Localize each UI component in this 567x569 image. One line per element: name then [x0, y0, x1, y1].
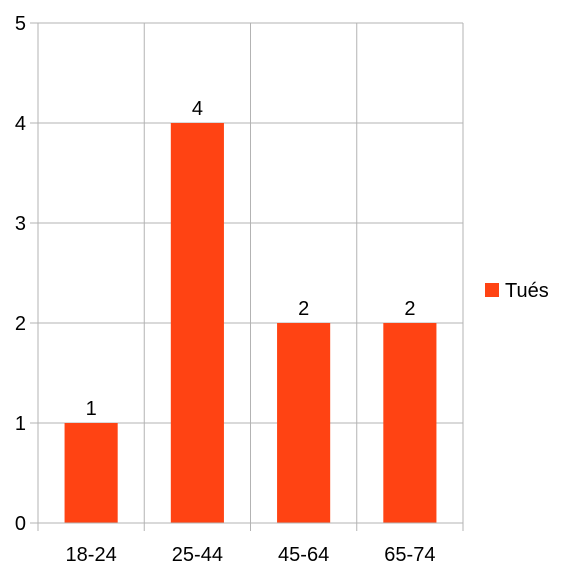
bars	[64, 123, 437, 523]
bar	[64, 423, 118, 523]
y-tick-label: 3	[15, 213, 26, 235]
y-tick-label: 5	[15, 13, 26, 35]
data-labels: 1 4 2 2	[86, 98, 416, 420]
data-label: 2	[404, 298, 415, 320]
data-label: 1	[86, 398, 97, 420]
legend: Tués	[485, 280, 549, 302]
bar	[170, 123, 224, 523]
y-tick-label: 2	[15, 313, 26, 335]
y-tick-label: 1	[15, 413, 26, 435]
x-tick-label: 25-44	[172, 544, 223, 566]
x-tick-label: 45-64	[278, 544, 329, 566]
bar	[383, 323, 437, 523]
y-tick-label: 4	[15, 113, 26, 135]
legend-label: Tués	[505, 280, 549, 302]
y-tick-labels: 0 1 2 3 4 5	[15, 13, 26, 535]
x-tick-label: 18-24	[66, 544, 117, 566]
x-tick-labels: 18-24 25-44 45-64 65-74	[66, 544, 436, 566]
data-label: 2	[298, 298, 309, 320]
legend-swatch	[485, 283, 499, 297]
x-tick-label: 65-74	[384, 544, 435, 566]
data-label: 4	[192, 98, 203, 120]
axes	[30, 22, 463, 524]
y-tick-label: 0	[15, 513, 26, 535]
bar	[277, 323, 331, 523]
